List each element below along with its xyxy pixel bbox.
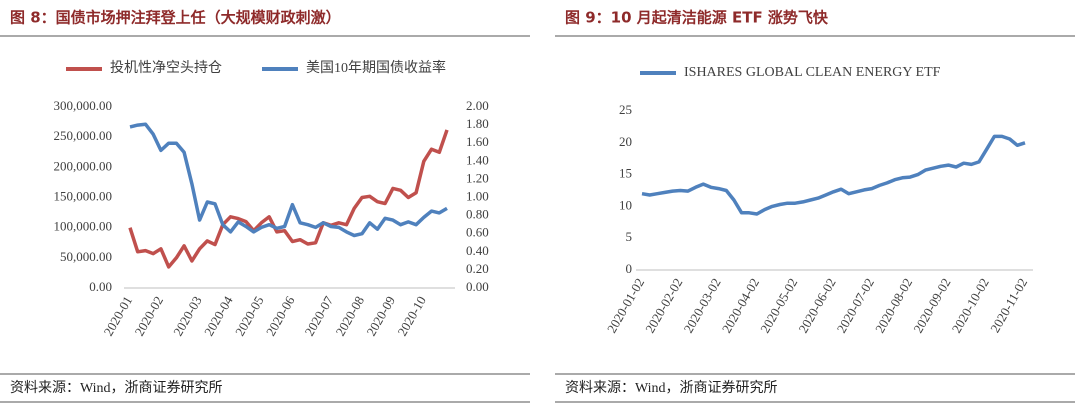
y2-tick-label: 1.40 — [466, 152, 489, 167]
x-tick-label: 2020-09-02 — [910, 275, 953, 335]
x-tick-label: 2020-07 — [302, 293, 337, 338]
y-tick-label: 300,000.00 — [54, 98, 113, 113]
x-tick-label: 2020-10 — [394, 293, 429, 338]
series-line — [129, 122, 448, 238]
x-tick-label: 2020-01-02 — [604, 275, 647, 335]
x-tick-label: 2020-08 — [332, 293, 367, 338]
y-tick-label: 50,000.00 — [60, 249, 112, 264]
y-tick-label: 0 — [626, 261, 633, 276]
y-tick-label: 15 — [619, 166, 632, 181]
y-tick-label: 250,000.00 — [54, 128, 113, 143]
series-line — [128, 129, 449, 269]
x-tick-label: 2020-08-02 — [872, 275, 915, 335]
y-tick-label: 0.00 — [89, 279, 112, 294]
legend-label: 投机性净空头持仓 — [110, 60, 222, 76]
x-tick-label: 2020-03 — [170, 293, 205, 338]
x-tick-label: 2020-11-02 — [987, 275, 1030, 335]
x-tick-label: 2020-04 — [201, 293, 236, 338]
x-tick-label: 2020-02-02 — [642, 275, 685, 335]
y2-tick-label: 0.80 — [466, 207, 489, 222]
y-tick-label: 200,000.00 — [54, 158, 113, 173]
x-tick-label: 2020-06 — [263, 293, 298, 338]
y-tick-label: 150,000.00 — [54, 188, 113, 203]
y2-tick-label: 1.20 — [466, 170, 489, 185]
y-tick-label: 20 — [619, 134, 632, 149]
x-tick-label: 2020-04-02 — [719, 275, 762, 335]
x-tick-label: 2020-09 — [363, 293, 398, 338]
x-tick-label: 2020-05-02 — [757, 275, 800, 335]
y2-tick-label: 0.60 — [466, 225, 489, 240]
y2-tick-label: 1.60 — [466, 134, 489, 149]
x-tick-label: 2020-05 — [232, 293, 267, 338]
y2-tick-label: 0.40 — [466, 243, 489, 258]
x-tick-label: 2020-01 — [101, 293, 136, 338]
y-tick-label: 10 — [619, 197, 632, 212]
x-tick-label: 2020-02 — [131, 293, 166, 338]
y-tick-label: 100,000.00 — [54, 219, 113, 234]
y2-tick-label: 0.20 — [466, 261, 489, 276]
y-tick-label: 25 — [619, 102, 632, 117]
figure-title: 图 9：10 月起清洁能源 ETF 涨势飞快 — [565, 9, 829, 27]
source: 资料来源：Wind，浙商证券研究所 — [10, 380, 223, 396]
y2-tick-label: 2.00 — [466, 98, 489, 113]
series-line — [641, 134, 1026, 216]
y-tick-label: 5 — [626, 229, 633, 244]
x-tick-label: 2020-07-02 — [834, 275, 877, 335]
x-tick-label: 2020-06-02 — [795, 275, 838, 335]
legend-label: 美国10年期国债收益率 — [306, 59, 446, 76]
x-tick-label: 2020-10-02 — [949, 275, 992, 335]
x-tick-label: 2020-03-02 — [680, 275, 723, 335]
y2-tick-label: 1.80 — [466, 116, 489, 131]
figure-title: 图 8：国债市场押注拜登上任（大规模财政刺激） — [10, 9, 341, 27]
y2-tick-label: 1.00 — [466, 188, 489, 203]
legend-label: ISHARES GLOBAL CLEAN ENERGY ETF — [684, 65, 941, 80]
source: 资料来源：Wind，浙商证券研究所 — [565, 380, 778, 396]
y2-tick-label: 0.00 — [466, 279, 489, 294]
